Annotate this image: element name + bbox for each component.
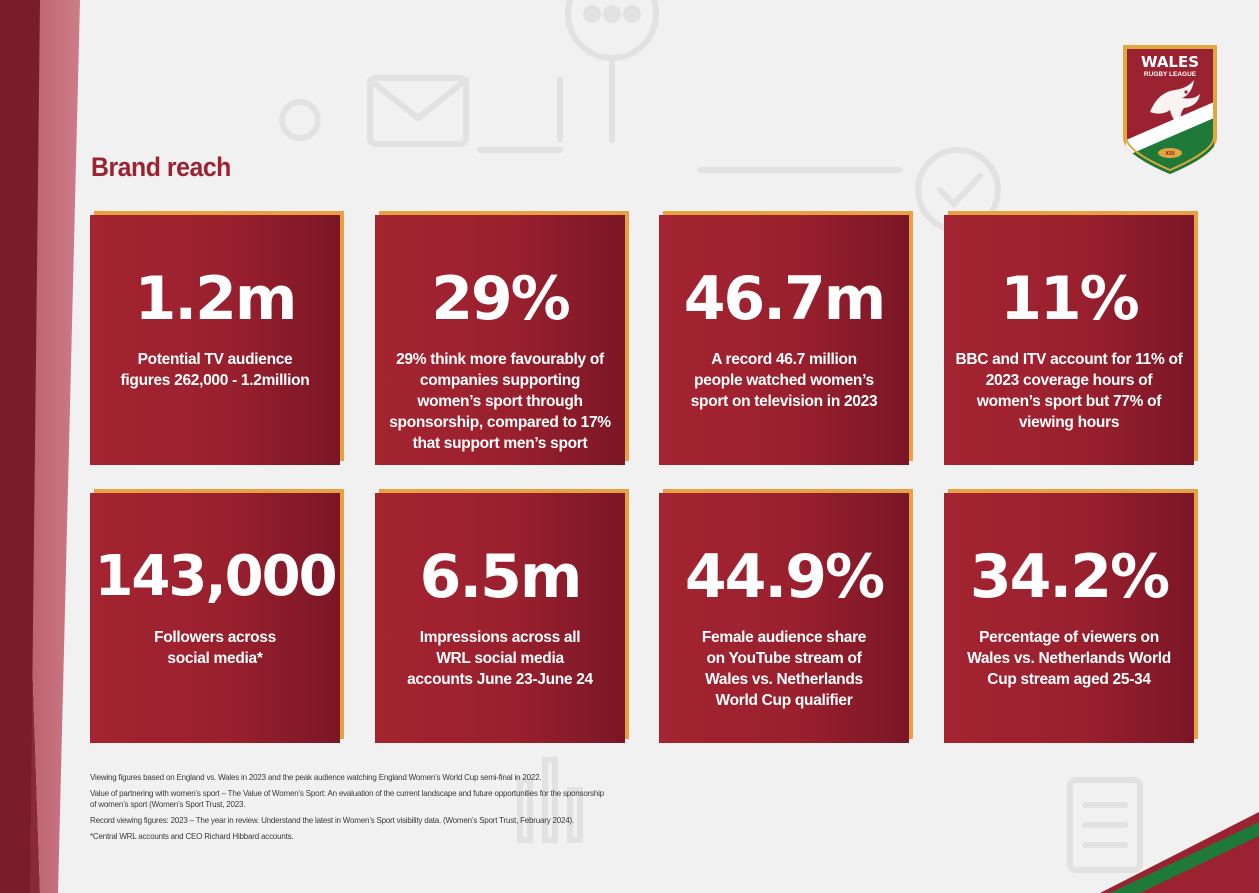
stat-card-coverage-hours: 11% BBC and ITV account for 11% of 2023 … [944, 215, 1194, 465]
logo-badge: XIII [1165, 151, 1175, 157]
stat-card-viewers-age: 34.2% Percentage of viewers on Wales vs.… [944, 493, 1194, 743]
stat-card-female-audience: 44.9% Female audience share on YouTube s… [659, 493, 909, 743]
stat-card-impressions: 6.5m Impressions across all WRL social m… [375, 493, 625, 743]
page-title: Brand reach [91, 152, 231, 182]
logo-subtitle: RUGBY LEAGUE [1144, 71, 1197, 78]
stat-description: Followers across social media* [154, 629, 276, 667]
stat-value: 34.2% [969, 542, 1170, 612]
envelope-icon [367, 75, 469, 147]
footnote-viewing-figures: Viewing figures based on England vs. Wal… [90, 773, 542, 782]
stat-description: 29% think more favourably of companies s… [389, 351, 611, 452]
stat-card-tv-audience: 1.2m Potential TV audience figures 262,0… [90, 215, 340, 465]
stat-description: BBC and ITV account for 11% of 2023 cove… [955, 351, 1183, 431]
bar-chart-icon [517, 777, 533, 843]
stat-value: 46.7m [683, 264, 887, 334]
stat-description: Percentage of viewers on Wales vs. Nethe… [967, 629, 1171, 688]
stat-description: A record 46.7 million people watched wom… [690, 351, 878, 410]
checklist-icon [1067, 777, 1143, 873]
stat-card-followers: 143,000 Followers across social media* [90, 493, 340, 743]
footnotes: Viewing figures based on England vs. Wal… [90, 772, 610, 847]
stat-description: Female audience share on YouTube stream … [701, 629, 867, 709]
wales-rugby-league-logo: WALES RUGBY LEAGUE XIII [1123, 45, 1217, 174]
stat-value: 11% [1000, 264, 1140, 334]
stat-value: 143,000 [94, 544, 337, 609]
logo-name: WALES [1141, 53, 1199, 71]
rugby-ball-icon [1158, 148, 1182, 158]
stat-value: 1.2m [134, 264, 298, 334]
footnote-central-accounts: *Central WRL accounts and CEO Richard Hi… [90, 832, 294, 841]
stat-value: 6.5m [419, 542, 583, 612]
stat-description: Impressions across all WRL social media … [407, 629, 593, 688]
stat-card-record-viewers: 46.7m A record 46.7 million people watch… [659, 215, 909, 465]
stat-description: Potential TV audience figures 262,000 - … [120, 351, 310, 389]
stat-value: 44.9% [684, 542, 885, 612]
footnote-value-of-partnering: Value of partnering with women’s sport –… [90, 789, 604, 809]
footnote-record-viewing: Record viewing figures: 2023 – The year … [90, 816, 575, 825]
stat-card-sponsorship: 29% 29% think more favourably of compani… [375, 215, 625, 465]
stat-value: 29% [431, 264, 571, 334]
